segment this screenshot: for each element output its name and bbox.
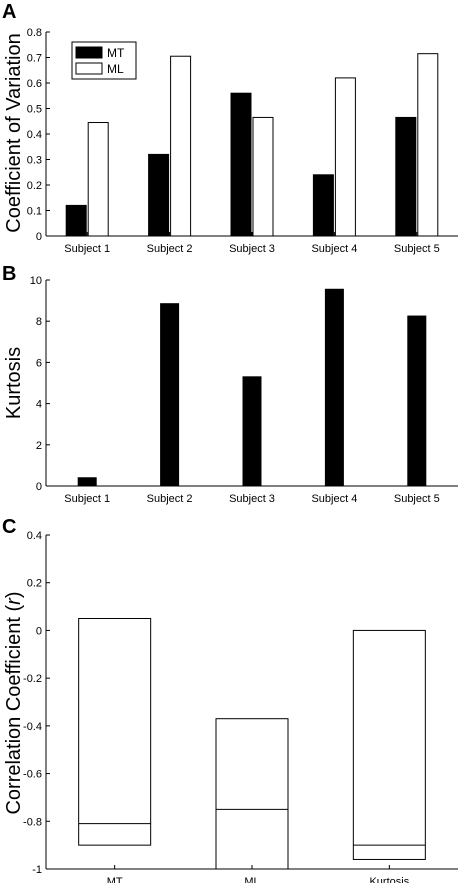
panel-b-bar bbox=[407, 315, 427, 487]
panel-a-bar-ml bbox=[170, 55, 192, 237]
panel-0-xtick-label: Subject 1 bbox=[64, 243, 110, 255]
panel-a-bar-mt bbox=[312, 174, 334, 237]
panel-2-xtick-label: Kurtosis bbox=[369, 876, 409, 883]
panel-1-ytick-label: 0 bbox=[36, 481, 42, 493]
panel-c-ylabel: Correlation Coefficient (r) bbox=[3, 591, 25, 814]
panel-b-bar bbox=[160, 303, 180, 487]
panel-b-bar bbox=[242, 376, 262, 487]
panel-c-range-box bbox=[352, 629, 426, 860]
panel-c-ylabel-prefix: Correlation Coefficient ( bbox=[3, 604, 25, 814]
panel-b: B Kurtosis 0 2 4 6 8 10 Subject 1 Subject 2 Subj… bbox=[2, 263, 458, 505]
panel-a-bar-mt bbox=[230, 92, 252, 237]
panel-0-ytick-label: 0.3 bbox=[27, 155, 42, 167]
panel-b-ylabel: Kurtosis bbox=[3, 347, 25, 419]
panel-c-range-box bbox=[78, 618, 152, 846]
panel-a-bar-mt bbox=[148, 153, 170, 237]
panel-1-ytick-label: 10 bbox=[30, 275, 42, 287]
panel-c-label: C bbox=[2, 516, 16, 538]
panel-c-ylabel-var: r bbox=[3, 597, 25, 605]
panel-1-xtick-label: Subject 4 bbox=[311, 493, 357, 505]
panel-a-marks: 0 0.1 0.2 0.3 0.4 0.5 0.6 0.7 0.8 Subject 1 Subjec… bbox=[27, 27, 458, 255]
panel-0-ytick-label: 0.6 bbox=[27, 78, 42, 90]
panel-2-xtick-label: MT bbox=[107, 876, 123, 883]
panel-1-ytick-label: 2 bbox=[36, 440, 42, 452]
panel-0-ytick-label: 0 bbox=[36, 231, 42, 243]
panel-b-bar bbox=[324, 288, 344, 487]
panel-a-bar-ml bbox=[252, 116, 274, 237]
panel-2-ytick-label: -0.4 bbox=[23, 721, 42, 733]
panel-a-bar-mt bbox=[395, 116, 417, 237]
panel-0-xtick-label: Subject 5 bbox=[394, 243, 440, 255]
panel-0-ytick-label: 0.1 bbox=[27, 206, 42, 218]
panel-2-ytick-label: -0.6 bbox=[23, 769, 42, 781]
legend-label-mt: MT bbox=[107, 46, 125, 60]
legend-label-ml: ML bbox=[107, 62, 124, 76]
panel-0-ytick-label: 0.2 bbox=[27, 180, 42, 192]
panel-a-bar-mt bbox=[65, 204, 87, 237]
panel-a-bar-ml bbox=[417, 53, 439, 237]
panel-1-xtick-label: Subject 3 bbox=[229, 493, 275, 505]
panel-2-ytick-label: -0.8 bbox=[23, 816, 42, 828]
panel-0-ytick-label: 0.4 bbox=[27, 129, 42, 141]
panel-c: C Correlation Coefficient (r) -1 -0.8 -0.6… bbox=[2, 516, 458, 883]
panel-b-label: B bbox=[2, 263, 16, 285]
panel-1-xtick-label: Subject 1 bbox=[64, 493, 110, 505]
panel-0-ytick-label: 0.8 bbox=[27, 27, 42, 39]
panel-b-marks: 0 2 4 6 8 10 Subject 1 Subject 2 Subject 3 Subjec… bbox=[30, 275, 458, 505]
panel-c-range-box bbox=[215, 718, 289, 870]
panel-a: A Coefficient of Variation 0 0.1 0.2 0.3 0.4… bbox=[2, 1, 458, 255]
legend-swatch-mt bbox=[75, 46, 103, 59]
panel-a-ylabel: Coefficient of Variation bbox=[3, 33, 25, 232]
panel-0-xtick-label: Subject 2 bbox=[147, 243, 193, 255]
panel-a-label: A bbox=[2, 1, 16, 23]
panel-0-ytick-label: 0.7 bbox=[27, 53, 42, 65]
panel-2-ytick-label: -1 bbox=[32, 864, 42, 876]
panel-c-ylabel-suffix: ) bbox=[3, 591, 25, 598]
panel-0-xtick-label: Subject 4 bbox=[311, 243, 357, 255]
panel-a-bar-ml bbox=[334, 77, 356, 237]
panel-a-bar-ml bbox=[87, 122, 109, 237]
panel-1-xtick-label: Subject 5 bbox=[394, 493, 440, 505]
panel-2-ytick-label: -0.2 bbox=[23, 673, 42, 685]
panel-2-ytick-label: 0.2 bbox=[27, 578, 42, 590]
panel-2-xtick-label: ML bbox=[244, 876, 259, 883]
panel-1-ytick-label: 4 bbox=[36, 399, 42, 411]
panel-1-ytick-label: 6 bbox=[36, 357, 42, 369]
panel-1-xtick-label: Subject 2 bbox=[147, 493, 193, 505]
panel-2-ytick-label: 0 bbox=[36, 625, 42, 637]
panel-a-legend: MT ML bbox=[71, 41, 137, 80]
panel-2-ytick-label: 0.4 bbox=[27, 530, 42, 542]
panel-1-ytick-label: 8 bbox=[36, 316, 42, 328]
panel-0-ytick-label: 0.5 bbox=[27, 104, 42, 116]
legend-swatch-ml bbox=[75, 62, 103, 75]
panel-c-marks: -1 -0.8 -0.6 -0.4 -0.2 0 0.2 0.4 MT ML Kurtosis bbox=[23, 530, 458, 883]
panel-0-xtick-label: Subject 3 bbox=[229, 243, 275, 255]
